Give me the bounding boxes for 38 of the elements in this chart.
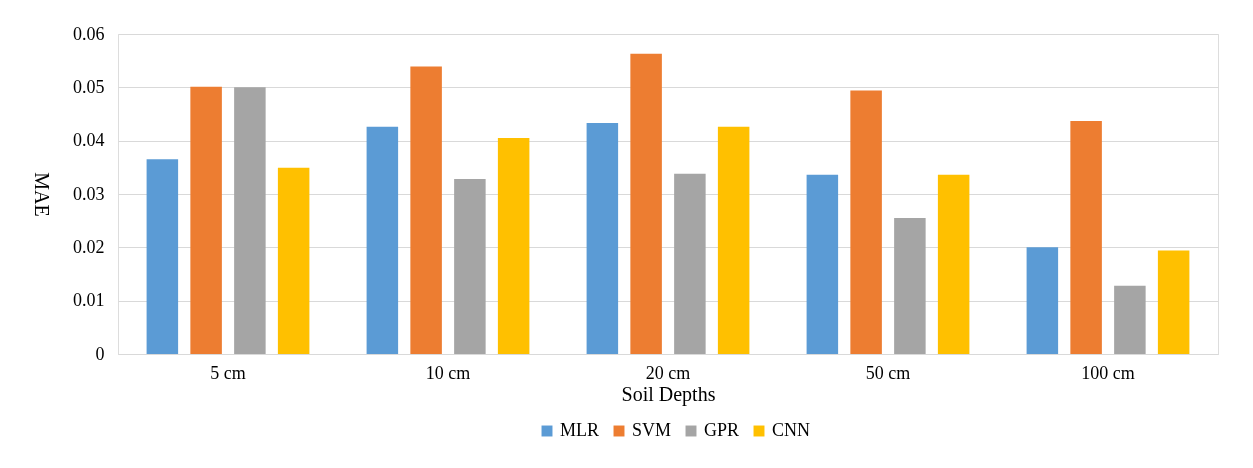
bar [454,179,486,354]
x-tick-label: 5 cm [210,362,246,383]
y-tick-label: 0.05 [73,76,105,97]
y-tick-label: 0.04 [73,130,105,151]
x-tick-label: 20 cm [645,362,691,383]
bar [1114,285,1146,354]
bar [366,126,399,354]
legend-label: CNN [772,420,811,440]
bar [674,173,706,354]
x-axis-title: Soil Depths [621,382,716,406]
bar [850,90,882,354]
bar [410,66,442,354]
bar [497,138,530,354]
bar [806,174,839,354]
bar [630,53,662,354]
bar [277,167,310,354]
legend-label: MLR [560,420,600,440]
legend-label: SVM [632,420,672,440]
x-tick-label: 100 cm [1081,362,1135,383]
x-tick-label: 10 cm [425,362,471,383]
bar [1026,247,1059,354]
y-tick-label: 0 [95,343,105,364]
legend-label: GPR [704,420,740,440]
bar [1157,250,1190,354]
y-tick-label: 0.03 [73,183,105,204]
y-tick-label: 0.06 [73,23,105,44]
bar [146,159,179,354]
bar [234,87,266,354]
y-tick-label: 0.02 [73,236,105,257]
y-tick-label: 0.01 [73,290,105,311]
x-tick-label: 50 cm [865,362,911,383]
bar [586,123,619,354]
bar [937,174,970,354]
y-axis-title: MAE [30,172,53,217]
bar [894,218,926,354]
bar [717,126,750,354]
bar [190,86,222,354]
bar [1070,120,1102,354]
